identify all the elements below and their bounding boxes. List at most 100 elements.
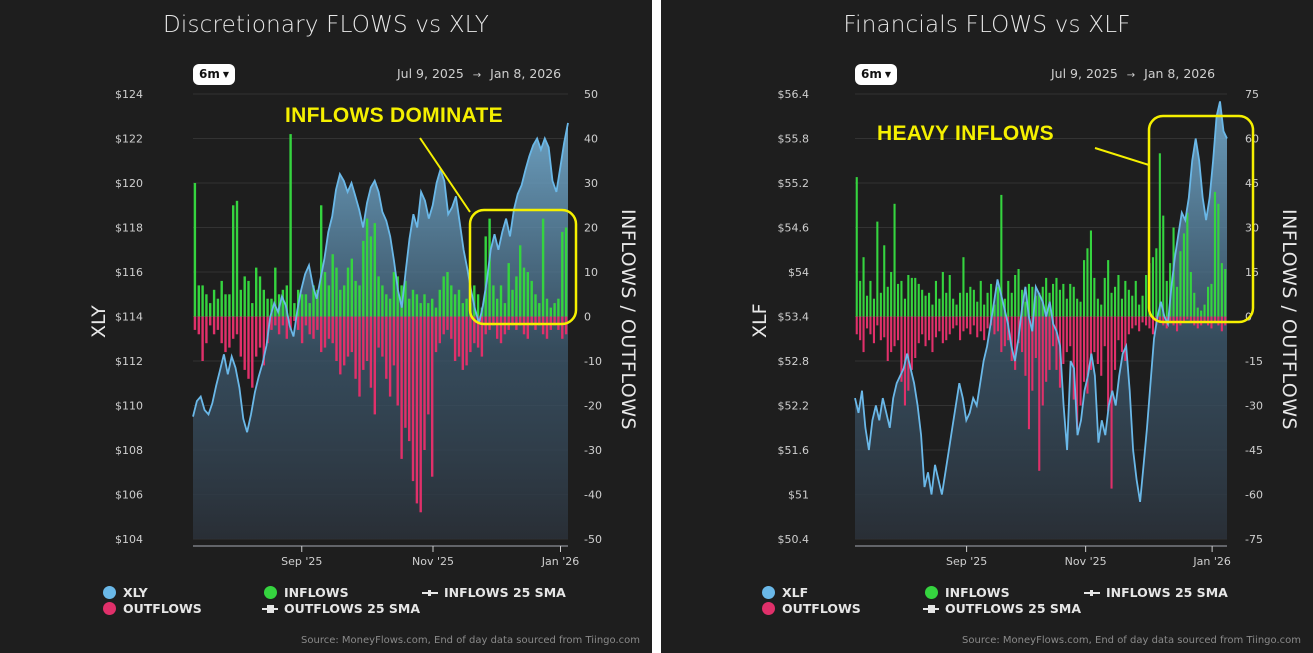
outflow-bar: [948, 316, 951, 335]
inflow-bar: [488, 218, 491, 317]
outflow-bar: [1176, 316, 1179, 332]
inflow-bar: [511, 289, 514, 317]
annotation-box: [468, 208, 578, 326]
outflow-bar: [396, 316, 399, 406]
x-tick-label: Sep '25: [946, 555, 987, 568]
inflow-bar: [465, 298, 468, 317]
inflow-bar: [1138, 304, 1141, 317]
outflow-bar: [1186, 316, 1189, 320]
left-tick-label: $108: [115, 444, 143, 457]
inflow-bar: [503, 303, 507, 317]
outflow-bar: [1065, 316, 1068, 353]
outflow-bar: [941, 316, 944, 344]
inflow-bar: [247, 280, 250, 317]
legend-item-price[interactable]: XLF: [762, 585, 808, 600]
outflow-bar: [300, 316, 304, 344]
line-marker-icon: [422, 588, 438, 598]
inflow-bar: [876, 221, 879, 317]
inflow-bar: [928, 292, 931, 317]
inflow-bar: [1169, 263, 1172, 317]
inflow-bar: [293, 303, 296, 317]
legend-item-inflows[interactable]: INFLOWS: [925, 585, 1010, 600]
inflow-bar: [938, 298, 941, 317]
right-tick-label: -75: [1245, 533, 1263, 546]
inflow-bar: [266, 298, 269, 317]
legend-item-outflows-sma[interactable]: OUTFLOWS 25 SMA: [262, 601, 420, 616]
outflow-bar: [1120, 316, 1123, 353]
inflow-bar: [312, 285, 315, 317]
outflow-bar: [362, 316, 365, 370]
outflow-bar: [886, 316, 889, 361]
outflow-bar: [1158, 316, 1161, 323]
outflow-bar: [499, 316, 503, 344]
inflow-bar: [201, 285, 204, 317]
outflow-bar: [385, 316, 388, 379]
outflow-bar: [545, 316, 549, 339]
inflow-bar: [1107, 260, 1110, 317]
date-range[interactable]: Jul 9, 2025 → Jan 8, 2026: [397, 66, 561, 81]
date-range[interactable]: Jul 9, 2025 → Jan 8, 2026: [1051, 66, 1215, 81]
left-tick-label: $55.8: [778, 133, 810, 146]
right-tick-label: -30: [1245, 400, 1263, 413]
inflow-bar: [323, 272, 327, 317]
inflow-bar: [1007, 280, 1010, 317]
range-dropdown-button[interactable]: 6m ▼: [193, 64, 236, 85]
legend-item-outflows[interactable]: OUTFLOWS: [762, 601, 861, 616]
inflow-bar: [507, 263, 510, 317]
inflow-bar: [1086, 248, 1089, 317]
outflow-bar: [924, 316, 927, 347]
legend-item-outflows-sma[interactable]: OUTFLOWS 25 SMA: [923, 601, 1081, 616]
inflow-bar: [1224, 269, 1227, 317]
inflow-bar: [1093, 277, 1096, 317]
right-tick-label: 75: [1245, 88, 1259, 101]
left-tick-label: $56.4: [778, 88, 810, 101]
outflow-bar: [1169, 316, 1172, 323]
legend-item-outflows[interactable]: OUTFLOWS: [103, 601, 202, 616]
inflow-bar: [431, 298, 434, 317]
outflow-bar: [492, 316, 495, 326]
inflow-bar: [890, 272, 893, 317]
outflow-bar: [453, 316, 457, 361]
inflow-bar: [392, 272, 396, 317]
inflow-bar: [300, 294, 304, 317]
outflow-bar: [308, 316, 311, 335]
outflow-bar: [339, 316, 342, 375]
inflow-bar: [423, 294, 426, 317]
left-tick-label: $53.4: [778, 311, 810, 324]
right-tick-label: -50: [584, 533, 602, 546]
outflow-bar: [931, 316, 934, 353]
inflow-bar: [289, 134, 292, 317]
outflow-bar: [962, 316, 965, 332]
outflow-bar: [212, 316, 216, 335]
outflow-bar: [917, 316, 920, 344]
inflow-bar: [239, 289, 242, 317]
legend-item-inflows[interactable]: INFLOWS: [264, 585, 349, 600]
inflow-bar: [862, 257, 865, 317]
legend-item-inflows-sma[interactable]: INFLOWS 25 SMA: [1084, 585, 1228, 600]
outflow-bar: [1148, 316, 1151, 329]
inflow-bar: [1089, 230, 1092, 317]
outflow-bar: [910, 316, 913, 370]
legend-item-inflows-sma[interactable]: INFLOWS 25 SMA: [422, 585, 566, 600]
right-tick-label: -45: [1245, 444, 1263, 457]
outflow-bar: [408, 316, 411, 442]
inflow-bar: [396, 276, 399, 317]
inflow-bar: [281, 289, 285, 317]
outflow-bar: [235, 316, 239, 335]
outflow-bar: [247, 316, 250, 379]
inflow-bar: [205, 294, 208, 317]
outflow-bar: [900, 316, 903, 382]
inflow-bar: [996, 286, 999, 317]
x-tick-label: Jan '26: [541, 555, 579, 568]
inflow-bar: [993, 304, 996, 317]
inflow-bar: [990, 283, 993, 317]
inflow-bar: [404, 280, 407, 317]
legend-item-price[interactable]: XLY: [103, 585, 148, 600]
inflow-bar: [941, 272, 944, 317]
right-tick-label: 10: [584, 266, 598, 279]
inflow-bar: [453, 294, 457, 317]
inflow-bar: [362, 240, 365, 317]
inflow-bar: [934, 280, 937, 317]
range-dropdown-button[interactable]: 6m ▼: [855, 64, 898, 85]
outflow-bar: [914, 316, 917, 358]
